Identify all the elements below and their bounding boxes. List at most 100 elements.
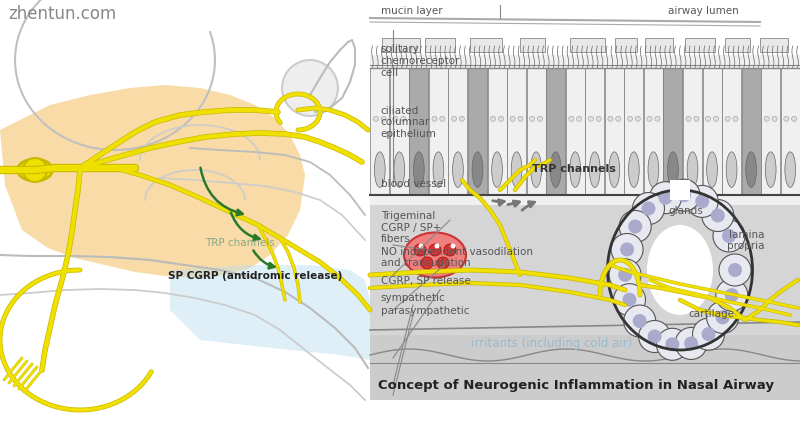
Circle shape bbox=[444, 244, 456, 256]
Circle shape bbox=[666, 337, 679, 351]
Bar bbox=[605, 68, 624, 195]
Bar bbox=[722, 68, 741, 195]
Circle shape bbox=[684, 336, 698, 350]
Circle shape bbox=[668, 179, 700, 211]
Bar bbox=[742, 68, 761, 195]
Circle shape bbox=[620, 243, 634, 257]
Ellipse shape bbox=[404, 233, 466, 278]
Circle shape bbox=[725, 116, 730, 122]
Circle shape bbox=[657, 328, 689, 360]
Circle shape bbox=[282, 60, 338, 116]
Circle shape bbox=[608, 116, 613, 122]
Circle shape bbox=[695, 195, 710, 208]
Text: lamina
propria: lamina propria bbox=[726, 230, 764, 252]
Circle shape bbox=[694, 116, 699, 122]
Circle shape bbox=[596, 116, 602, 122]
Circle shape bbox=[716, 310, 730, 325]
Circle shape bbox=[710, 208, 725, 222]
Bar bbox=[725, 38, 750, 52]
Bar bbox=[760, 38, 788, 52]
Ellipse shape bbox=[648, 152, 658, 187]
Text: SP CGRP (antidromic release): SP CGRP (antidromic release) bbox=[168, 271, 342, 281]
Circle shape bbox=[627, 116, 633, 122]
Bar bbox=[685, 38, 715, 52]
Circle shape bbox=[374, 116, 378, 122]
Circle shape bbox=[619, 211, 651, 243]
Circle shape bbox=[401, 116, 406, 122]
Circle shape bbox=[510, 116, 515, 122]
Bar bbox=[370, 55, 800, 205]
Text: ciliated
columnar
epithelium: ciliated columnar epithelium bbox=[381, 106, 437, 139]
Ellipse shape bbox=[609, 152, 620, 187]
Circle shape bbox=[633, 314, 646, 328]
Bar bbox=[410, 68, 428, 195]
Text: NO independent vasodilation
and transudation: NO independent vasodilation and transuda… bbox=[381, 247, 533, 268]
Circle shape bbox=[764, 116, 770, 122]
Text: CGRP, SP release: CGRP, SP release bbox=[381, 276, 470, 287]
Ellipse shape bbox=[726, 152, 737, 187]
Circle shape bbox=[686, 185, 718, 217]
Circle shape bbox=[577, 116, 582, 122]
Circle shape bbox=[569, 116, 574, 122]
Bar bbox=[781, 68, 800, 195]
Circle shape bbox=[614, 284, 646, 316]
Bar bbox=[644, 68, 663, 195]
Text: parasympathetic: parasympathetic bbox=[381, 306, 470, 316]
Circle shape bbox=[588, 116, 594, 122]
Circle shape bbox=[434, 243, 439, 249]
Circle shape bbox=[702, 327, 715, 341]
Circle shape bbox=[498, 116, 503, 122]
Bar bbox=[487, 68, 506, 195]
Circle shape bbox=[450, 243, 455, 249]
Ellipse shape bbox=[766, 152, 776, 187]
Circle shape bbox=[437, 257, 449, 269]
Circle shape bbox=[618, 268, 632, 282]
Ellipse shape bbox=[472, 152, 483, 187]
Circle shape bbox=[714, 116, 718, 122]
Ellipse shape bbox=[667, 152, 678, 187]
Circle shape bbox=[772, 116, 777, 122]
Circle shape bbox=[658, 191, 673, 205]
Circle shape bbox=[706, 116, 710, 122]
Circle shape bbox=[490, 116, 496, 122]
Bar bbox=[468, 68, 487, 195]
Bar bbox=[382, 38, 420, 52]
Circle shape bbox=[616, 116, 621, 122]
Circle shape bbox=[518, 116, 523, 122]
Circle shape bbox=[784, 116, 789, 122]
Bar bbox=[449, 68, 467, 195]
Text: Concept of Neurogenic Inflammation in Nasal Airway: Concept of Neurogenic Inflammation in Na… bbox=[378, 379, 774, 392]
Circle shape bbox=[791, 116, 797, 122]
Circle shape bbox=[635, 116, 640, 122]
Circle shape bbox=[609, 259, 641, 291]
Circle shape bbox=[440, 116, 445, 122]
Ellipse shape bbox=[414, 152, 424, 187]
Bar bbox=[566, 68, 585, 195]
Bar bbox=[624, 68, 643, 195]
Circle shape bbox=[530, 116, 534, 122]
Circle shape bbox=[686, 116, 691, 122]
Text: sympathetic: sympathetic bbox=[381, 293, 446, 303]
Bar bbox=[370, 68, 390, 195]
Circle shape bbox=[624, 305, 656, 337]
Bar bbox=[670, 180, 690, 200]
Bar bbox=[390, 68, 409, 195]
Circle shape bbox=[733, 116, 738, 122]
Circle shape bbox=[642, 202, 655, 216]
Circle shape bbox=[628, 219, 642, 233]
Bar bbox=[615, 38, 637, 52]
Ellipse shape bbox=[647, 225, 713, 315]
Text: TRP channels: TRP channels bbox=[532, 164, 616, 174]
Circle shape bbox=[706, 301, 738, 333]
Circle shape bbox=[647, 116, 652, 122]
Ellipse shape bbox=[570, 152, 581, 187]
Ellipse shape bbox=[746, 152, 757, 187]
Bar bbox=[507, 68, 526, 195]
Ellipse shape bbox=[785, 152, 796, 187]
Polygon shape bbox=[170, 265, 370, 360]
Circle shape bbox=[654, 116, 660, 122]
Circle shape bbox=[459, 116, 465, 122]
Circle shape bbox=[421, 257, 433, 269]
Circle shape bbox=[451, 116, 457, 122]
Text: blood vessel: blood vessel bbox=[381, 179, 446, 189]
